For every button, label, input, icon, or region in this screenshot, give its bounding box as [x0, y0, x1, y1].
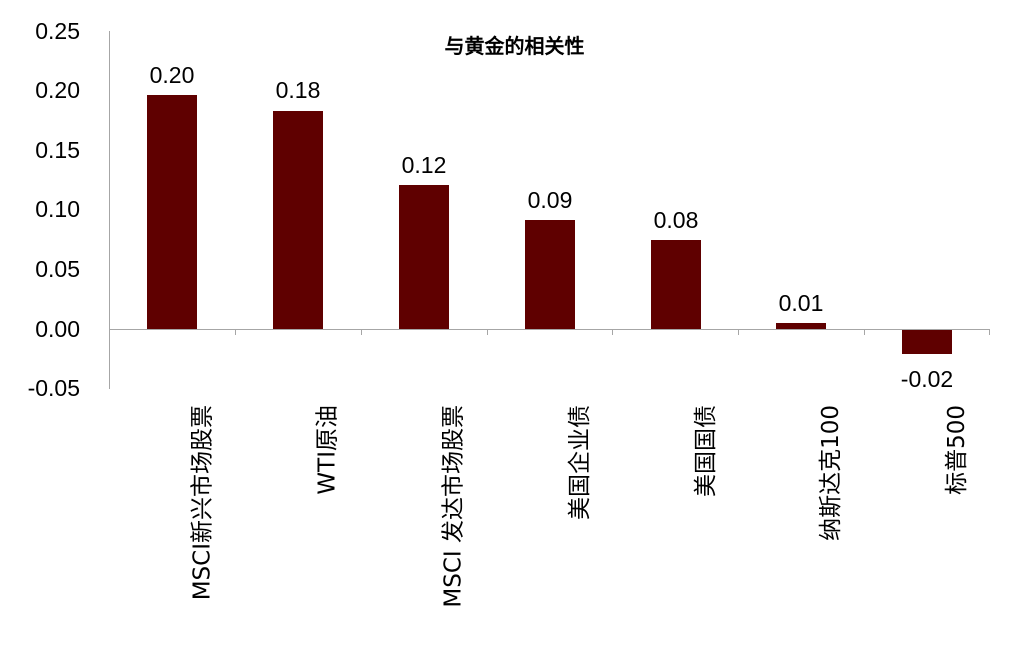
data-label: 0.20 [149, 62, 195, 88]
category-label: 纳斯达克100 [787, 405, 844, 655]
bar-sp500 [902, 330, 952, 354]
y-tick-label: 0.10 [35, 196, 80, 222]
category-label: MSCI新兴市场股票 [158, 405, 215, 655]
y-tick-label: -0.05 [27, 375, 80, 401]
category-label: 美国企业债 [536, 405, 593, 655]
bar-nasdaq100 [776, 323, 826, 329]
y-axis [109, 31, 110, 389]
category-label-text: 美国国债 [693, 405, 719, 497]
bar-msci-dm [399, 185, 449, 329]
data-label: 0.01 [778, 290, 824, 316]
y-tick-label: 0.00 [35, 316, 80, 342]
chart-title: 与黄金的相关性 [0, 30, 1019, 59]
bar-wti [273, 111, 323, 329]
x-tick [612, 329, 613, 335]
category-label-text: WTI原油 [315, 405, 341, 495]
bar-msci-em [147, 95, 197, 329]
bar-us-treasury [651, 240, 701, 329]
category-label: 美国国债 [662, 405, 719, 655]
x-tick [487, 329, 488, 335]
x-tick [361, 329, 362, 335]
data-label: 0.12 [401, 152, 447, 178]
category-label-text: 美国企业债 [567, 405, 593, 520]
category-label-text: 标普500 [944, 405, 970, 495]
x-axis [109, 329, 990, 330]
x-tick [738, 329, 739, 335]
data-label: 0.09 [527, 187, 573, 213]
y-tick-label: 0.20 [35, 77, 80, 103]
category-label: WTI原油 [284, 405, 341, 655]
chart-title-text: 与黄金的相关性 [444, 34, 585, 58]
y-tick-label: 0.25 [35, 18, 80, 44]
x-tick [864, 329, 865, 335]
y-tick-label: 0.15 [35, 137, 80, 163]
category-label: MSCI 发达市场股票 [410, 405, 467, 655]
data-label: -0.02 [900, 366, 954, 392]
category-label-text: MSCI新兴市场股票 [189, 405, 215, 601]
x-tick [235, 329, 236, 335]
data-label: 0.08 [653, 207, 699, 233]
y-tick-label: 0.05 [35, 256, 80, 282]
bar-us-corp [525, 220, 575, 329]
x-tick [989, 329, 990, 335]
category-label: 标普500 [913, 405, 970, 655]
category-label-text: MSCI 发达市场股票 [441, 405, 467, 608]
category-label-text: 纳斯达克100 [818, 405, 844, 541]
data-label: 0.18 [275, 77, 321, 103]
